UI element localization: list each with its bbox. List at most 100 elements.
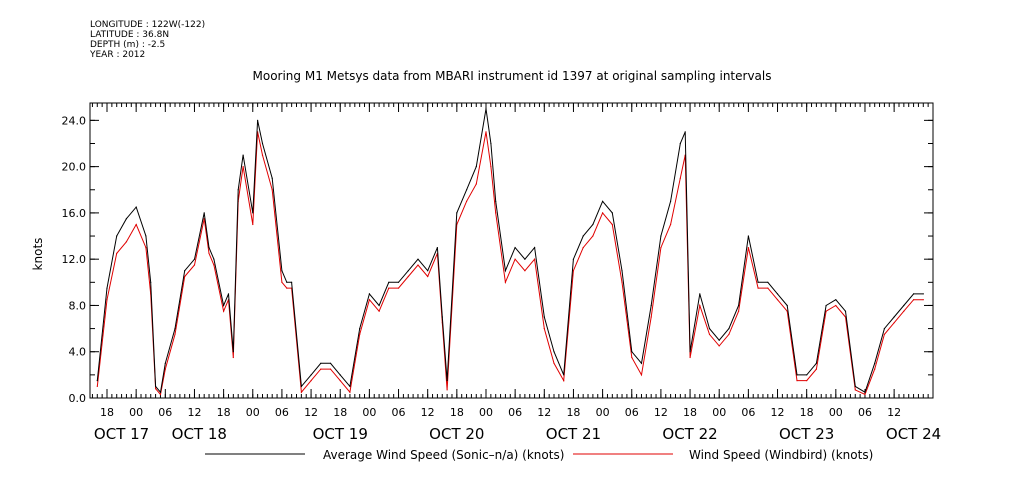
data-point	[359, 328, 361, 330]
data-point	[339, 374, 341, 376]
data-point	[728, 333, 730, 335]
x-tick-label: 18	[100, 406, 114, 419]
data-point	[208, 247, 210, 249]
data-point	[150, 281, 152, 283]
data-point	[903, 310, 905, 312]
y-tick-label: 20.0	[62, 161, 87, 174]
x-tick-label: 12	[187, 406, 201, 419]
x-tick-label: 06	[392, 406, 406, 419]
data-point	[534, 258, 536, 260]
data-point	[349, 385, 351, 387]
x-date-label: OCT 18	[172, 425, 227, 443]
data-point	[417, 264, 419, 266]
data-point	[893, 316, 895, 318]
data-point	[582, 235, 584, 237]
data-point	[281, 281, 283, 283]
data-point	[164, 368, 166, 370]
legend: Average Wind Speed (Sonic–n/a) (knots) Wi…	[205, 448, 873, 462]
series-line-0	[96, 108, 924, 394]
data-point	[835, 299, 837, 301]
data-point	[485, 131, 487, 133]
data-point	[125, 218, 127, 220]
data-point	[592, 223, 594, 226]
data-point	[261, 154, 264, 156]
data-point	[796, 374, 798, 376]
data-point	[660, 235, 662, 237]
data-point	[155, 388, 157, 390]
data-point	[466, 200, 468, 202]
x-tick-label: 18	[566, 406, 580, 419]
data-point	[417, 258, 419, 260]
data-point	[378, 310, 380, 312]
data-point	[670, 200, 672, 202]
data-point	[368, 293, 370, 295]
data-point	[427, 270, 429, 272]
data-point	[227, 293, 230, 295]
data-point	[806, 380, 808, 382]
data-point	[757, 287, 759, 289]
data-point	[193, 258, 196, 260]
data-point	[490, 142, 492, 145]
x-tick-label: 06	[858, 406, 872, 419]
data-point	[815, 368, 818, 370]
x-tick-label: 06	[275, 406, 289, 419]
data-point	[582, 247, 584, 249]
data-point	[257, 119, 259, 121]
data-point	[650, 316, 652, 318]
data-point	[174, 328, 176, 330]
data-point	[388, 281, 390, 283]
data-point	[699, 304, 701, 307]
data-point	[271, 177, 273, 179]
data-point	[893, 322, 895, 324]
x-date-label: OCT 19	[313, 425, 368, 443]
data-point	[611, 223, 613, 226]
y-axis-label: knots	[31, 238, 45, 271]
data-point	[514, 258, 516, 260]
data-point	[767, 281, 769, 283]
meta-depth: DEPTH (m) : -2.5	[90, 40, 166, 50]
data-point	[679, 142, 681, 145]
data-point	[359, 333, 361, 335]
x-tick-label: 18	[217, 406, 231, 419]
x-tick-label: 12	[537, 406, 551, 419]
x-tick-label: 12	[654, 406, 668, 419]
x-tick-label: 18	[333, 406, 347, 419]
data-point	[922, 293, 924, 295]
x-tick-label: 12	[304, 406, 318, 419]
data-point	[631, 351, 633, 353]
x-tick-label: 06	[508, 406, 522, 419]
data-point	[368, 299, 370, 301]
data-point	[475, 183, 477, 185]
data-point	[602, 212, 604, 214]
data-point	[310, 374, 312, 376]
x-tick-label: 06	[741, 406, 755, 419]
data-point	[650, 304, 652, 307]
data-point	[242, 154, 244, 156]
data-point	[135, 206, 137, 208]
data-point	[835, 304, 837, 307]
data-point	[699, 293, 701, 295]
x-tick-label: 12	[421, 406, 435, 419]
data-point	[504, 281, 506, 283]
x-tick-label: 18	[450, 406, 464, 419]
data-point	[543, 328, 545, 330]
data-point	[640, 374, 643, 376]
data-point	[786, 304, 788, 307]
data-point	[776, 293, 779, 295]
data-point	[825, 304, 827, 307]
data-point	[738, 304, 740, 307]
x-date-label: OCT 21	[546, 425, 601, 443]
data-point	[436, 247, 438, 249]
data-point	[708, 333, 711, 335]
data-point	[237, 189, 239, 191]
data-point	[534, 247, 536, 249]
data-point	[689, 356, 691, 359]
data-point	[252, 212, 254, 214]
data-point	[485, 108, 487, 110]
data-point	[864, 391, 866, 393]
data-point	[854, 389, 856, 391]
data-point	[106, 299, 108, 301]
data-point	[874, 368, 876, 370]
data-point	[738, 310, 740, 312]
data-point	[446, 380, 448, 382]
